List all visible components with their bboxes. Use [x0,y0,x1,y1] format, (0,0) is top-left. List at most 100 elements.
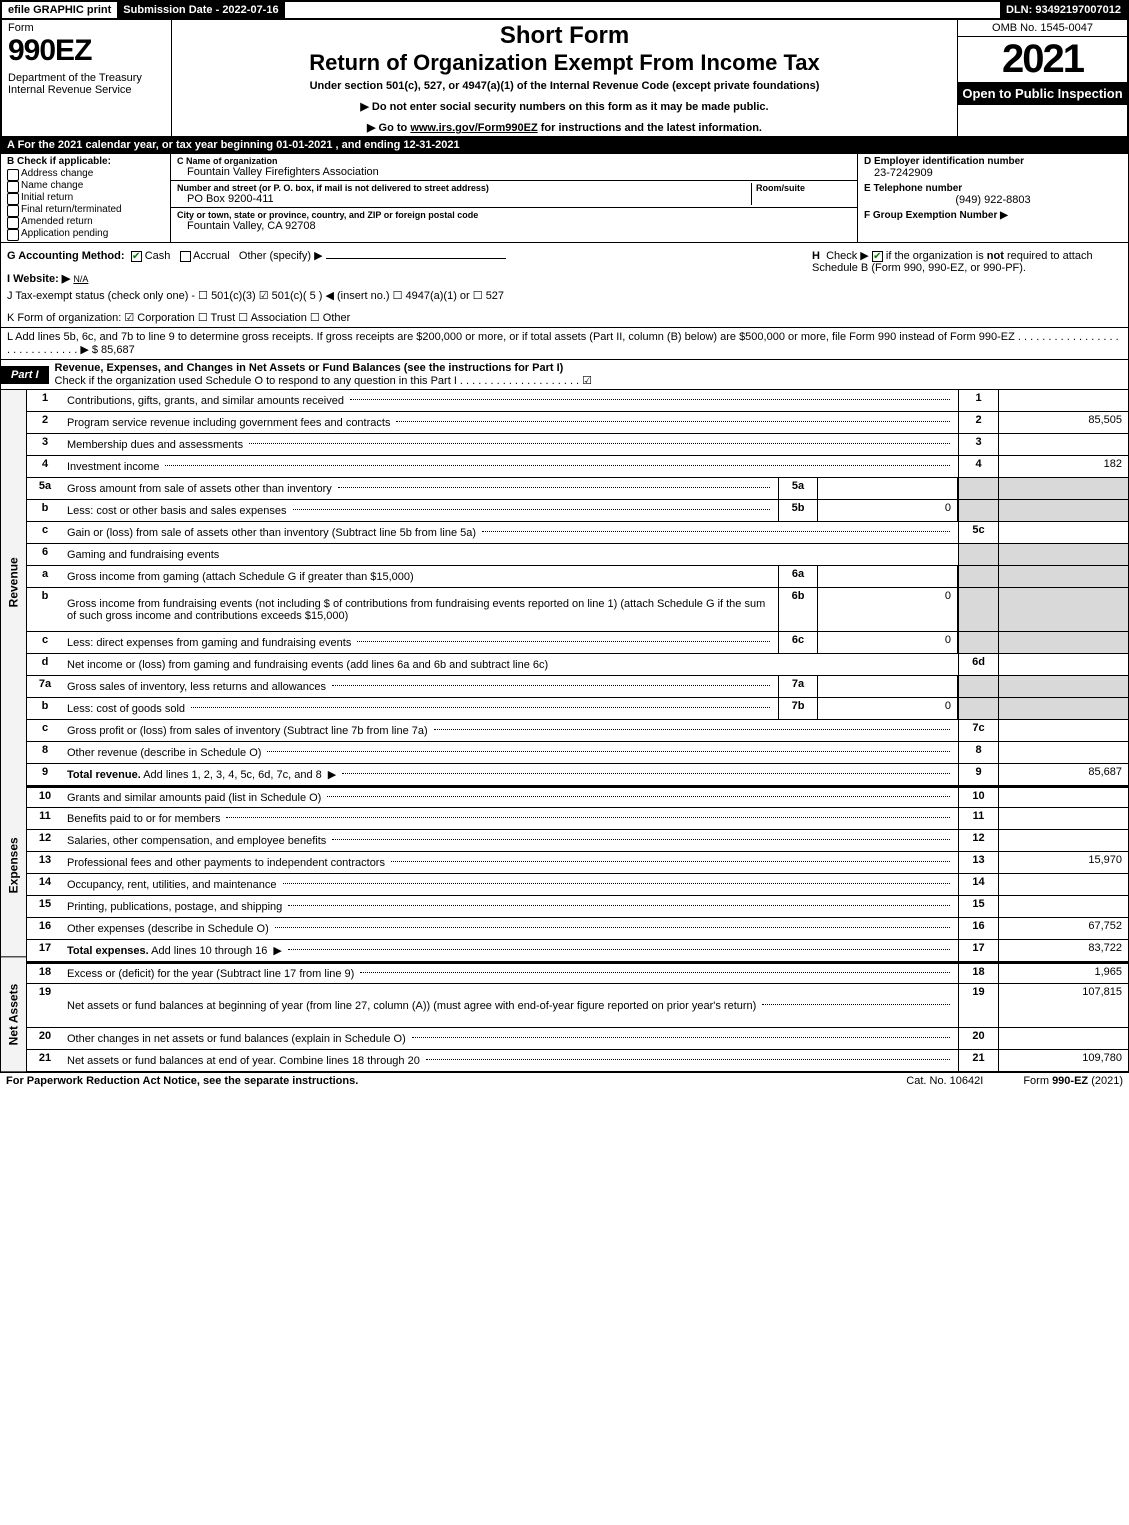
right-line-number: 4 [958,456,998,477]
part-1-table: Revenue Expenses Net Assets 1Contributio… [0,390,1129,1072]
line-desc: Net assets or fund balances at beginning… [63,984,958,1027]
mid-line-number: 6a [778,566,818,587]
chk-application-pending[interactable]: Application pending [7,228,164,239]
addr-label: Number and street (or P. O. box, if mail… [177,183,751,193]
line-number: 21 [27,1050,63,1071]
line-number: c [27,632,63,653]
right-line-value [998,566,1128,587]
chk-final-return[interactable]: Final return/terminated [7,204,164,215]
right-line-value [998,676,1128,697]
right-line-value: 67,752 [998,918,1128,939]
right-line-number: 16 [958,918,998,939]
right-line-number [958,566,998,587]
right-line-number: 2 [958,412,998,433]
right-line-value [998,500,1128,521]
line-desc: Excess or (deficit) for the year (Subtra… [63,964,958,983]
right-line-number [958,632,998,653]
mid-line-number: 7a [778,676,818,697]
org-name-label: C Name of organization [177,156,379,166]
dept-label: Department of the Treasury Internal Reve… [8,72,165,96]
right-line-value: 85,505 [998,412,1128,433]
line-row: dNet income or (loss) from gaming and fu… [27,654,1128,676]
chk-cash[interactable] [131,251,142,262]
footer-left: For Paperwork Reduction Act Notice, see … [6,1075,866,1087]
col-b-header: B Check if applicable: [7,156,164,167]
chk-accrual[interactable] [180,251,191,262]
line-row: 7aGross sales of inventory, less returns… [27,676,1128,698]
line-number: 2 [27,412,63,433]
line-desc: Professional fees and other payments to … [63,852,958,873]
right-line-number [958,588,998,631]
line-desc: Gross sales of inventory, less returns a… [63,676,778,697]
line-row: 11Benefits paid to or for members11 [27,808,1128,830]
right-line-number: 5c [958,522,998,543]
phone-value: (949) 922-8803 [864,194,1122,206]
tax-year: 2021 [958,37,1127,82]
right-line-number: 11 [958,808,998,829]
line-row: bLess: cost of goods sold7b0 [27,698,1128,720]
ein-value: 23-7242909 [864,167,1122,179]
right-line-value [998,788,1128,807]
right-line-number: 21 [958,1050,998,1071]
right-line-value [998,874,1128,895]
line-desc: Gain or (loss) from sale of assets other… [63,522,958,543]
chk-address-change[interactable]: Address change [7,168,164,179]
right-line-value: 83,722 [998,940,1128,961]
line-number: 12 [27,830,63,851]
line-number: 15 [27,896,63,917]
mid-line-number: 5b [778,500,818,521]
line-row: 2Program service revenue including gover… [27,412,1128,434]
chk-initial-return[interactable]: Initial return [7,192,164,203]
right-line-value [998,390,1128,411]
chk-amended-return[interactable]: Amended return [7,216,164,227]
right-line-number: 8 [958,742,998,763]
line-desc: Other revenue (describe in Schedule O) [63,742,958,763]
right-line-number: 19 [958,984,998,1027]
line-desc: Other expenses (describe in Schedule O) [63,918,958,939]
line-desc: Gross income from fundraising events (no… [63,588,778,631]
right-line-value [998,478,1128,499]
line-number: a [27,566,63,587]
line-number: 6 [27,544,63,565]
part-1-tag: Part I [1,366,49,384]
website-value: N/A [73,274,88,284]
line-desc: Total expenses. Add lines 10 through 16▶ [63,940,958,961]
mid-line-value [818,478,958,499]
right-line-number [958,698,998,719]
line-number: b [27,500,63,521]
line-number: 16 [27,918,63,939]
header-left: Form 990EZ Department of the Treasury In… [2,20,172,136]
mid-line-number: 6c [778,632,818,653]
right-line-value: 107,815 [998,984,1128,1027]
chk-name-change[interactable]: Name change [7,180,164,191]
right-line-number [958,500,998,521]
line-row: 19Net assets or fund balances at beginni… [27,984,1128,1028]
line-desc: Net assets or fund balances at end of ye… [63,1050,958,1071]
right-line-value: 85,687 [998,764,1128,785]
part-1-header: Part I Revenue, Expenses, and Changes in… [0,360,1129,390]
row-j: J Tax-exempt status (check only one) - ☐… [7,289,812,302]
right-line-value [998,742,1128,763]
efile-label[interactable]: efile GRAPHIC print [2,2,117,18]
line-number: c [27,522,63,543]
line-row: 14Occupancy, rent, utilities, and mainte… [27,874,1128,896]
row-k: K Form of organization: ☑ Corporation ☐ … [0,308,1129,328]
right-line-number: 15 [958,896,998,917]
irs-link[interactable]: www.irs.gov/Form990EZ [410,122,537,134]
line-row: aGross income from gaming (attach Schedu… [27,566,1128,588]
line-row: 17Total expenses. Add lines 10 through 1… [27,940,1128,962]
line-desc: Less: cost or other basis and sales expe… [63,500,778,521]
city-label: City or town, state or province, country… [177,210,478,220]
sidebar-net-assets: Net Assets [1,958,26,1072]
right-line-number: 3 [958,434,998,455]
org-name: Fountain Valley Firefighters Association [177,166,379,178]
mid-line-value [818,676,958,697]
chk-schedule-b[interactable] [872,251,883,262]
footer-right: Form 990-EZ (2021) [1023,1075,1123,1087]
line-desc: Gross amount from sale of assets other t… [63,478,778,499]
mid-line-value: 0 [818,632,958,653]
sidebar-revenue: Revenue [1,390,26,775]
line-number: 7a [27,676,63,697]
warning-line: ▶ Do not enter social security numbers o… [178,100,951,113]
lines-container: 1Contributions, gifts, grants, and simil… [27,390,1128,1072]
